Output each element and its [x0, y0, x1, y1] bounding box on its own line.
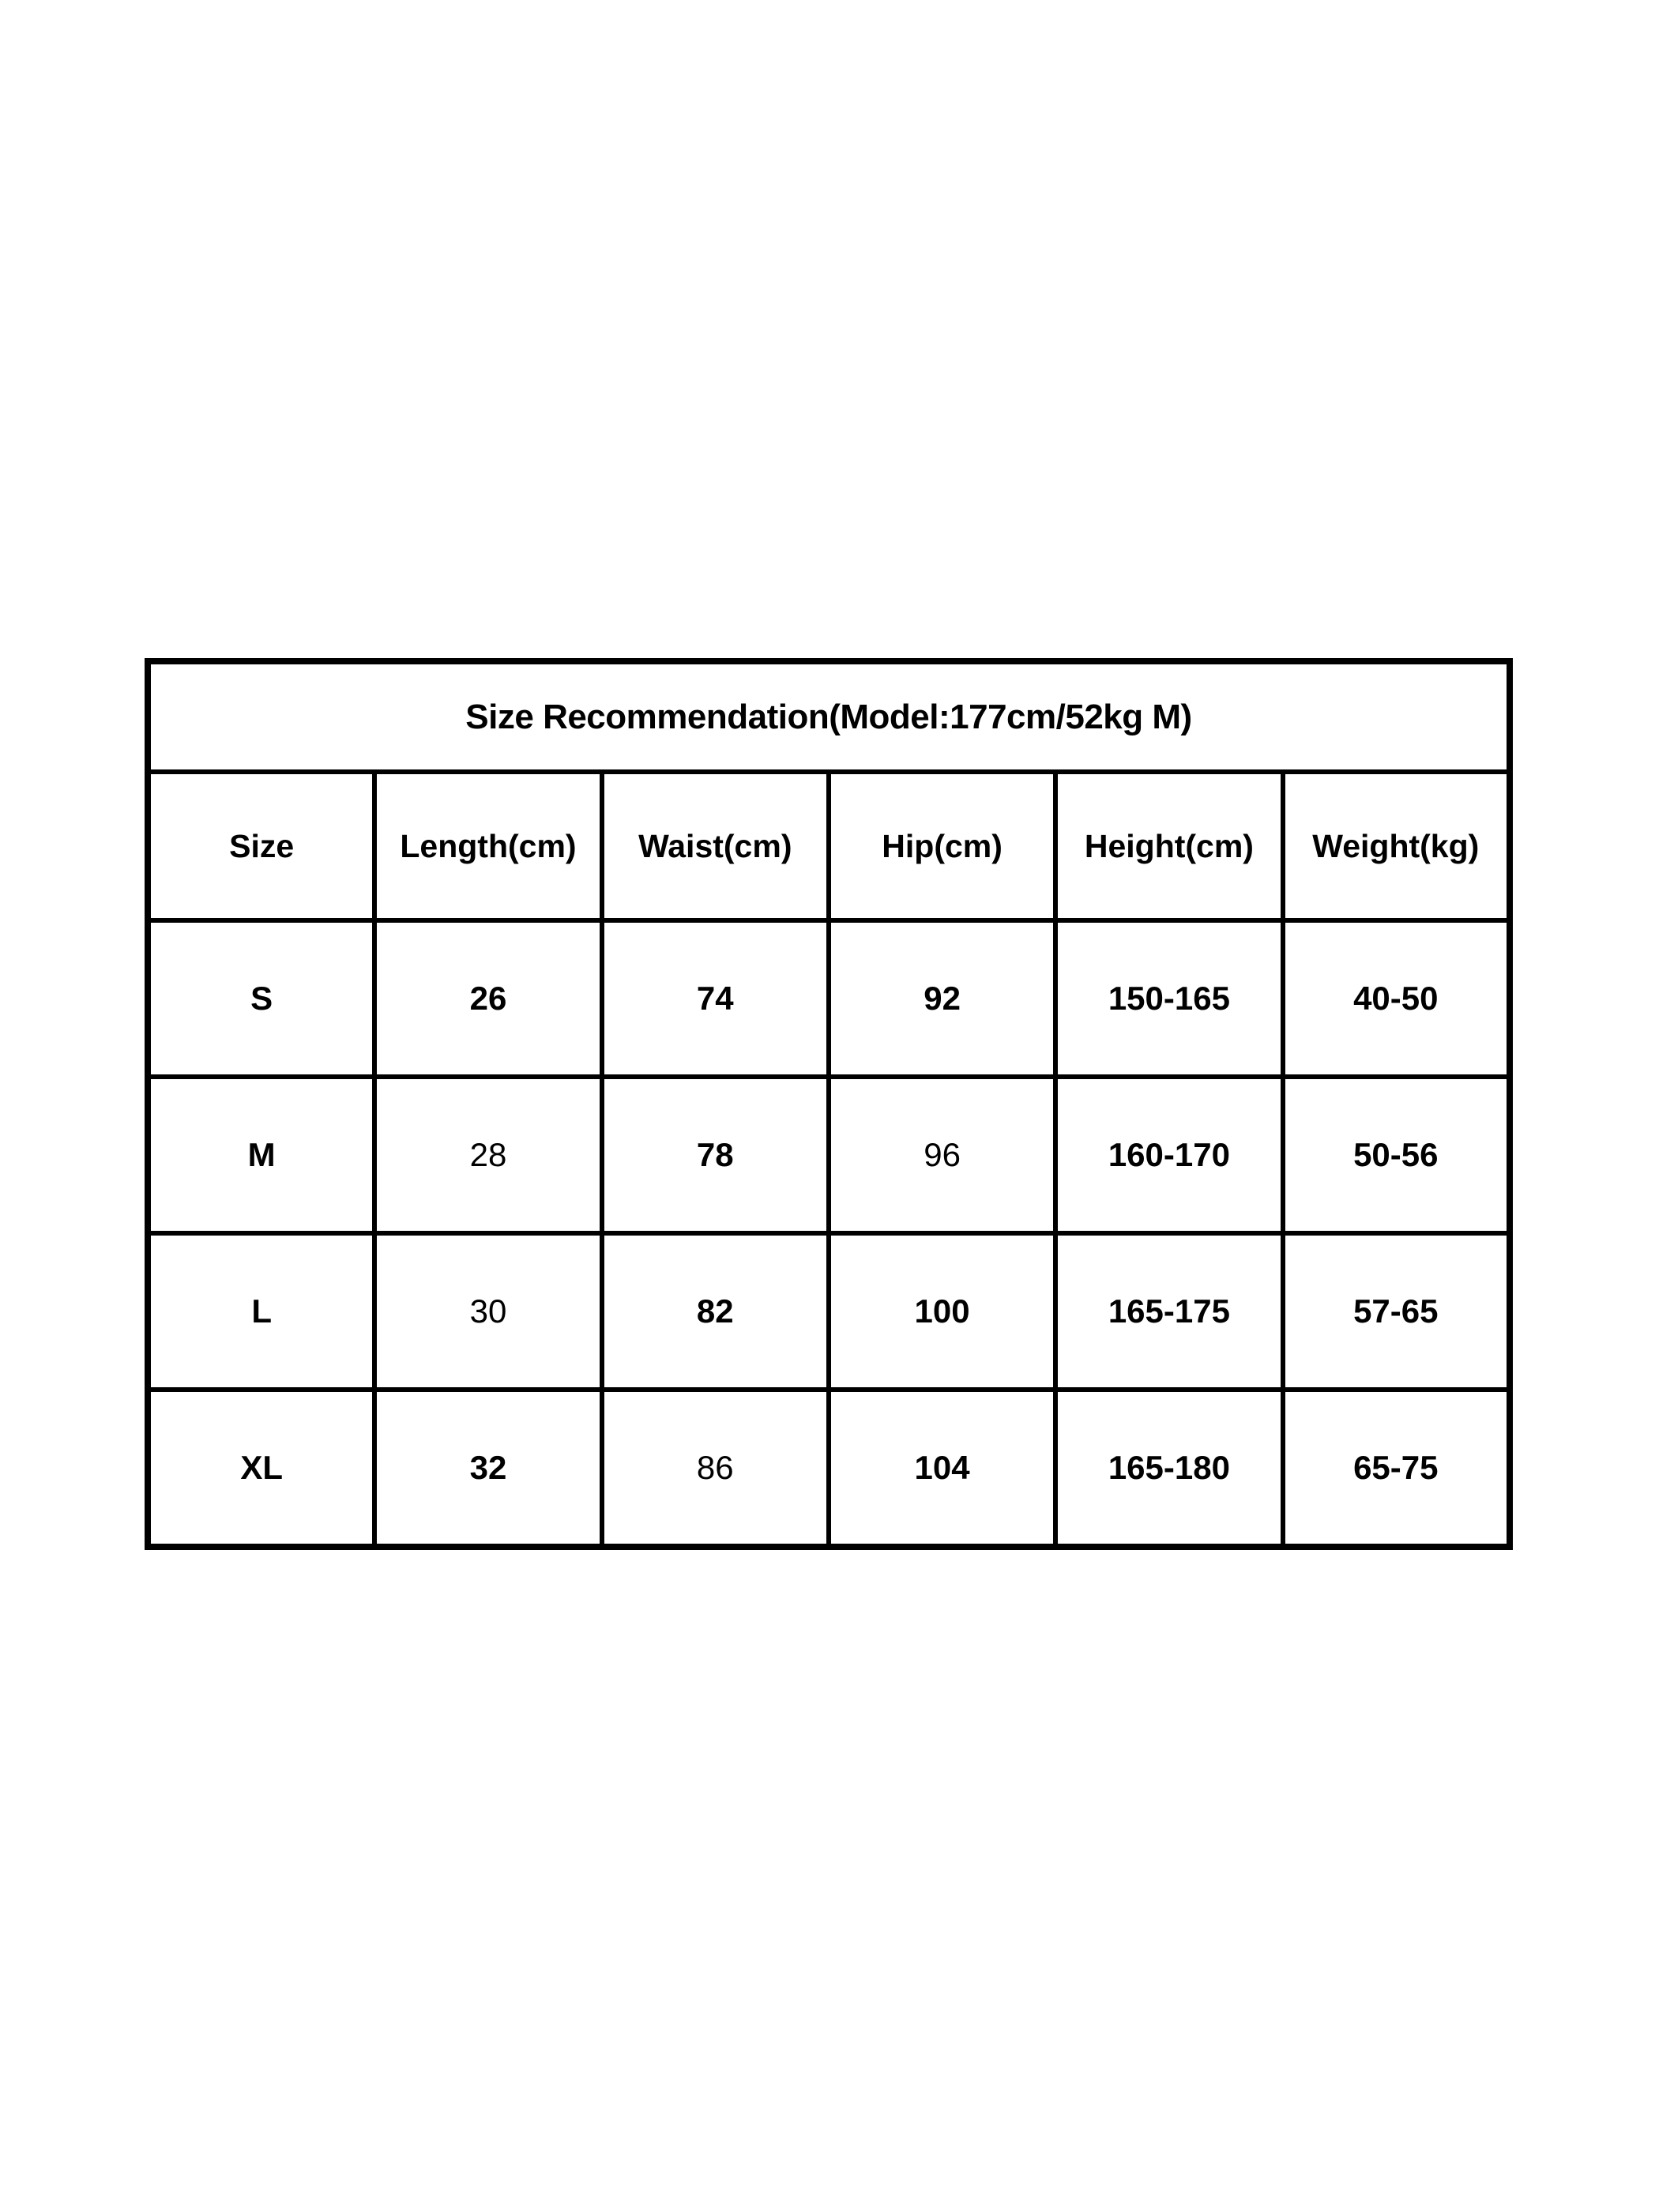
column-header-length: Length(cm): [372, 769, 604, 923]
size-chart-table: Size Recommendation(Model:177cm/52kg M) …: [145, 658, 1513, 1550]
cell-xl-length: 32: [372, 1387, 604, 1549]
cell-m-weight: 50-56: [1280, 1074, 1513, 1236]
cell-l-height: 165-175: [1053, 1231, 1285, 1392]
cell-s-hip: 92: [826, 918, 1059, 1079]
cell-m-waist: 78: [599, 1074, 831, 1236]
cell-l-length: 30: [372, 1231, 604, 1392]
column-header-waist: Waist(cm): [599, 769, 831, 923]
cell-xl-weight: 65-75: [1280, 1387, 1513, 1549]
cell-s-waist: 74: [599, 918, 831, 1079]
row-label-s: S: [145, 918, 378, 1079]
column-header-weight: Weight(kg): [1280, 769, 1513, 923]
cell-l-hip: 100: [826, 1231, 1059, 1392]
table-row-s: S 26 74 92 150-165 40-50: [145, 918, 1513, 1079]
cell-s-height: 150-165: [1053, 918, 1285, 1079]
row-label-m: M: [145, 1074, 378, 1236]
cell-s-weight: 40-50: [1280, 918, 1513, 1079]
cell-l-waist: 82: [599, 1231, 831, 1392]
cell-s-length: 26: [372, 918, 604, 1079]
cell-m-height: 160-170: [1053, 1074, 1285, 1236]
title-row: Size Recommendation(Model:177cm/52kg M): [145, 659, 1512, 774]
cell-m-hip: 96: [826, 1074, 1059, 1236]
cell-xl-height: 165-180: [1053, 1387, 1285, 1549]
column-header-hip: Hip(cm): [826, 769, 1059, 923]
cell-xl-waist: 86: [599, 1387, 831, 1549]
table-title: Size Recommendation(Model:177cm/52kg M): [145, 659, 1512, 774]
table-row-m: M 28 78 96 160-170 50-56: [145, 1074, 1513, 1236]
table-row-xl: XL 32 86 104 165-180 65-75: [145, 1387, 1513, 1549]
row-label-l: L: [145, 1231, 378, 1392]
header-row: Size Length(cm) Waist(cm) Hip(cm) Height…: [145, 769, 1513, 923]
cell-m-length: 28: [372, 1074, 604, 1236]
column-header-size: Size: [145, 769, 378, 923]
cell-xl-hip: 104: [826, 1387, 1059, 1549]
column-header-height: Height(cm): [1053, 769, 1285, 923]
table-row-l: L 30 82 100 165-175 57-65: [145, 1231, 1513, 1392]
row-label-xl: XL: [145, 1387, 378, 1549]
cell-l-weight: 57-65: [1280, 1231, 1513, 1392]
